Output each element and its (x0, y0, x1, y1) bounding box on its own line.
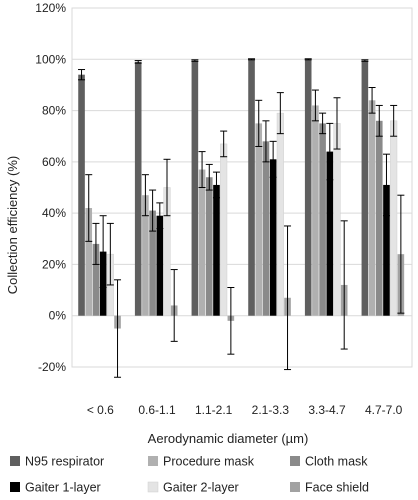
y-tick-label: -20% (38, 360, 66, 374)
error-bars (78, 58, 405, 378)
bar (205, 177, 213, 316)
x-axis-ticks: < 0.6 0.6-1.1 1.1-2.1 2.1-3.3 3.3-4.7 4.7-7.0 (87, 403, 403, 417)
legend-swatch (290, 482, 300, 492)
gridlines (71, 7, 413, 368)
bar (213, 184, 220, 316)
bar (220, 143, 228, 316)
legend-label: Cloth mask (305, 455, 368, 469)
bar (142, 195, 149, 316)
legend-label: Gaiter 1-layer (25, 481, 101, 495)
legend-label: Gaiter 2-layer (163, 481, 239, 495)
bar (269, 159, 277, 316)
bar (361, 60, 369, 316)
y-tick-label: 40% (42, 206, 66, 220)
bar (149, 210, 156, 316)
bar (191, 60, 199, 316)
x-tick-label: 4.7-7.0 (365, 403, 403, 417)
bar (85, 208, 93, 316)
bar (92, 243, 100, 316)
bar (255, 123, 263, 316)
bar (134, 61, 142, 316)
bar (375, 120, 383, 316)
bar (368, 100, 376, 316)
bar (326, 151, 334, 316)
x-tick-label: 1.1-2.1 (195, 403, 233, 417)
bars (78, 59, 405, 329)
y-tick-label: 80% (42, 104, 66, 118)
legend-swatch (148, 456, 158, 466)
x-tick-label: 0.6-1.1 (138, 403, 176, 417)
y-tick-label: 20% (42, 257, 66, 271)
y-axis-title: Collection efficiency (%) (5, 156, 20, 294)
bar (383, 184, 390, 316)
x-axis-title: Aerodynamic diameter (µm) (148, 431, 309, 446)
plot-frame (71, 7, 413, 368)
y-tick-label: 100% (35, 52, 66, 66)
y-axis-ticks: -20% 0% 20% 40% 60% 80% 100% 120% (35, 1, 66, 374)
legend-swatch (290, 456, 300, 466)
bar (304, 59, 312, 316)
bar (312, 105, 319, 316)
bar (248, 59, 255, 316)
legend-swatch (10, 456, 20, 466)
legend-swatch (147, 481, 159, 493)
x-tick-label: < 0.6 (87, 403, 114, 417)
legend-label: N95 respirator (25, 455, 104, 469)
bar (319, 123, 326, 316)
legend-label: Procedure mask (163, 455, 255, 469)
y-tick-label: 60% (42, 155, 66, 169)
x-tick-label: 2.1-3.3 (252, 403, 290, 417)
bar (390, 120, 398, 316)
y-tick-label: 0% (49, 309, 67, 323)
legend-swatch (10, 482, 20, 492)
bar (262, 141, 270, 316)
legend: N95 respirator Procedure mask Cloth mask Ga… (10, 455, 369, 495)
bar (198, 169, 206, 316)
y-tick-label: 120% (35, 1, 66, 15)
legend-label: Face shield (305, 481, 369, 495)
bar (78, 74, 85, 316)
bar (333, 123, 341, 316)
bar (276, 112, 284, 316)
bar (156, 215, 164, 316)
x-tick-label: 3.3-4.7 (308, 403, 346, 417)
